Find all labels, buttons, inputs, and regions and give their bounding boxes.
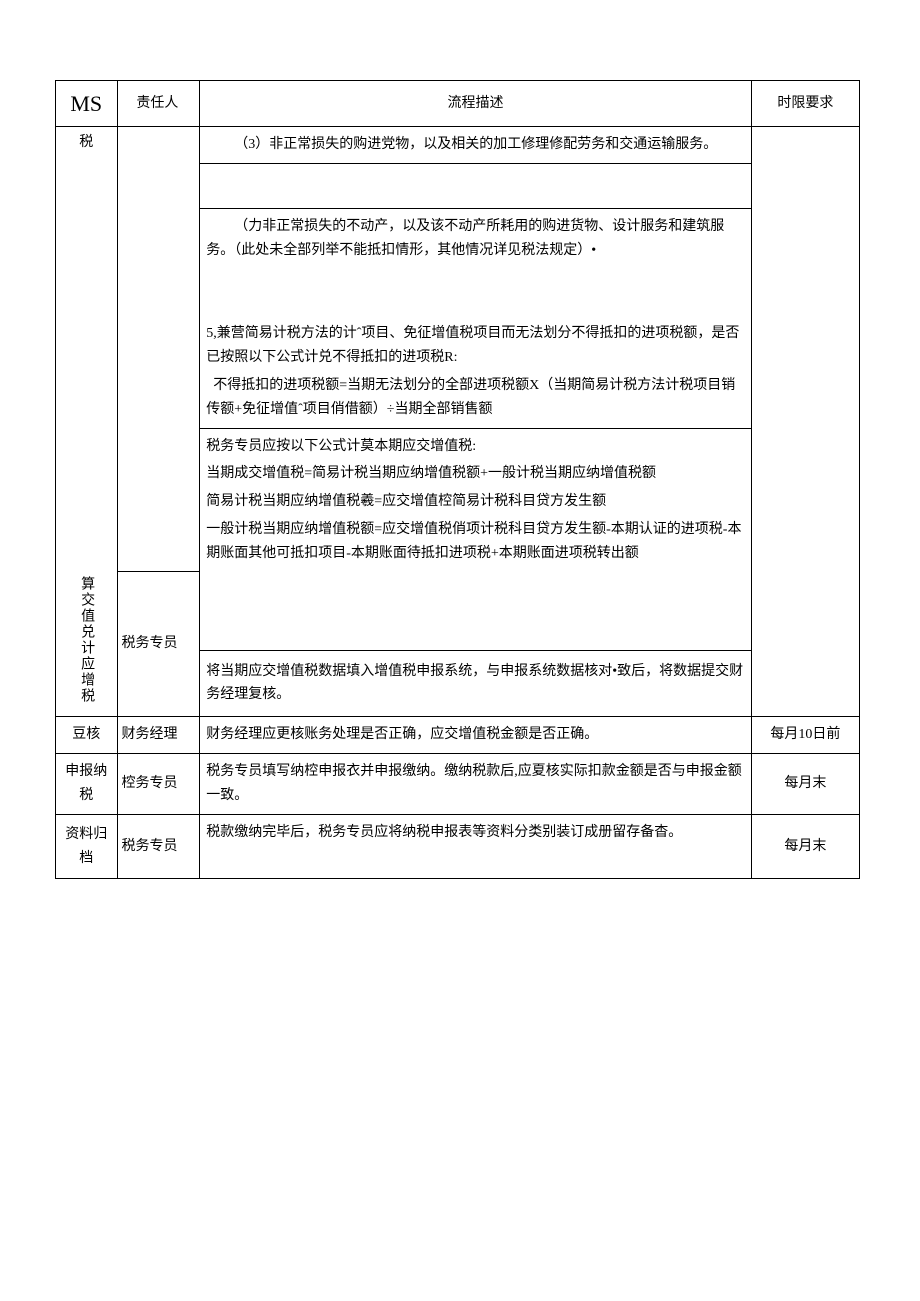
cell-desc-r2a: 税务专员应按以下公式计莫本期应交增值税: 当期成交增值税=简易计税当期应纳增值税… <box>200 428 752 571</box>
table-row: 豆核 财务经理 财务经理应更核账务处理是否正确，应交增值税金额是否正确。 每月1… <box>56 717 860 754</box>
table-header-row: MS 责任人 流程描述 时限要求 <box>56 81 860 127</box>
cell-ms-calc: 算交值兑计应增税 <box>56 572 118 717</box>
cell-ms-declare: 申报纳税 <box>56 754 118 815</box>
cell-ms-empty <box>56 209 118 428</box>
desc-text: （3）非正常损失的购进党物，以及相关的加工修理修配劳务和交通运输服务。 <box>206 131 745 159</box>
cell-ms-empty <box>56 428 118 571</box>
cell-desc-r4: 税务专员填写纳椌申报衣并申报缴纳。缴纳税款后,应夏核实际扣款金额是否与申报金额一… <box>200 754 752 815</box>
cell-desc-r3: 财务经理应更核账务处理是否正确，应交增值税金额是否正确。 <box>200 717 752 754</box>
cell-ms-empty <box>56 164 118 209</box>
cell-owner-r3: 财务经理 <box>117 717 200 754</box>
cell-owner-r2: 税务专员 <box>117 572 200 717</box>
desc-text: 5,兼营简易计税方法的计ˆ项目、免征增值税项目而无法划分不得抵扣的进项税额，是否… <box>206 320 745 372</box>
cell-desc-r2b <box>200 572 752 651</box>
desc-text: 不得抵扣的进项税额=当期无法划分的全部进项税额X（当期简易计税方法计税项目销传额… <box>206 372 745 424</box>
desc-text-inner: 不得抵扣的进项税额=当期无法划分的全部进项税额X（当期简易计税方法计税项目销传额… <box>206 378 735 417</box>
header-owner: 责任人 <box>117 81 200 127</box>
cell-time-r3: 每月10日前 <box>751 717 859 754</box>
table-row: 申报纳税 椌务专员 税务专员填写纳椌申报衣并申报缴纳。缴纳税款后,应夏核实际扣款… <box>56 754 860 815</box>
desc-spacer <box>206 847 745 875</box>
desc-text: 当期成交增值税=简易计税当期应纳增值税额+一般计税当期应纳增值税额 <box>206 460 745 488</box>
cell-time-r4: 每月末 <box>751 754 859 815</box>
desc-text: 税款缴纳完毕后，税务专员应将纳税申报表等资料分类别装订成册留存备杳。 <box>206 819 745 847</box>
cell-desc-r5: 税款缴纳完毕后，税务专员应将纳税申报表等资料分类别装订成册留存备杳。 <box>200 814 752 879</box>
desc-text: 简易计税当期应纳增值税羲=应交增值椌简易计税科目贷方发生额 <box>206 488 745 516</box>
header-desc: 流程描述 <box>200 81 752 127</box>
desc-spacer <box>206 265 745 293</box>
desc-text: 财务经理应更核账务处理是否正确，应交增值税金额是否正确。 <box>206 721 745 749</box>
desc-text: 将当期应交增值税数据填入增值税申报系统，与申报系统数据核对•致后，将数据提交财务… <box>206 658 745 710</box>
cell-desc-r1b: （力非正常损失的不动产，以及该不动产所耗用的购进货物、设计服务和建筑服务。（此处… <box>200 209 752 428</box>
desc-text: 税务专员填写纳椌申报衣并申报缴纳。缴纳税款后,应夏核实际扣款金额是否与申报金额一… <box>206 758 745 810</box>
cell-desc-r1a: （3）非正常损失的购进党物，以及相关的加工修理修配劳务和交通运输服务。 <box>200 127 752 164</box>
page-container: MS 责任人 流程描述 时限要求 税 （3）非正常损失的购进党物，以及相关的加工… <box>0 0 920 879</box>
cell-time-r5: 每月末 <box>751 814 859 879</box>
desc-spacer <box>206 293 745 321</box>
table-row: 资料归档 税务专员 税款缴纳完毕后，税务专员应将纳税申报表等资料分类别装订成册留… <box>56 814 860 879</box>
vertical-label: 算交值兑计应增税 <box>74 576 98 704</box>
cell-desc-empty1 <box>200 164 752 209</box>
table-row: 算交值兑计应增税 税务专员 <box>56 572 860 651</box>
process-table: MS 责任人 流程描述 时限要求 税 （3）非正常损失的购进党物，以及相关的加工… <box>55 80 860 879</box>
cell-owner-r4: 椌务专员 <box>117 754 200 815</box>
cell-ms-review: 豆核 <box>56 717 118 754</box>
header-time: 时限要求 <box>751 81 859 127</box>
cell-ms-tax: 税 <box>56 127 118 164</box>
cell-owner-r1 <box>117 127 200 572</box>
desc-text: 一般计税当期应纳增值税额=应交增值税俏项计税科目贷方发生额-本期认证的进项税-本… <box>206 516 745 568</box>
cell-time-r1r2 <box>751 127 859 717</box>
cell-ms-archive: 资料归档 <box>56 814 118 879</box>
desc-text: （力非正常损失的不动产，以及该不动产所耗用的购进货物、设计服务和建筑服务。（此处… <box>206 213 745 265</box>
header-ms: MS <box>56 81 118 127</box>
desc-text: 税务专员应按以下公式计莫本期应交增值税: <box>206 433 745 461</box>
table-row: 税 （3）非正常损失的购进党物，以及相关的加工修理修配劳务和交通运输服务。 <box>56 127 860 164</box>
cell-owner-r5: 税务专员 <box>117 814 200 879</box>
cell-desc-r2c: 将当期应交增值税数据填入增值税申报系统，与申报系统数据核对•致后，将数据提交财务… <box>200 650 752 717</box>
